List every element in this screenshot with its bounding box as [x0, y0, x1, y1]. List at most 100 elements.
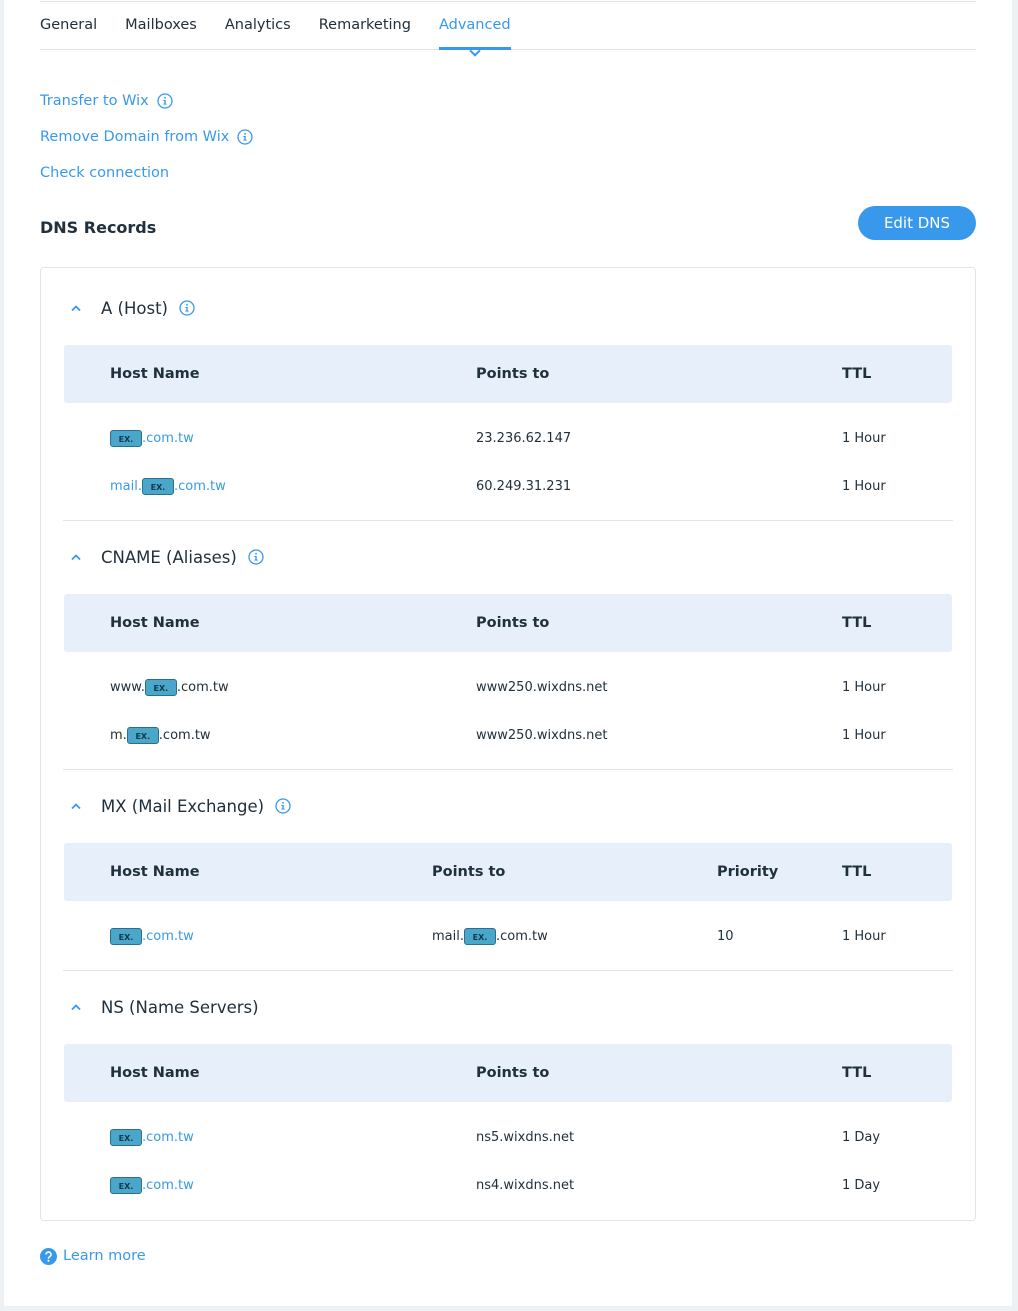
domain-suffix: .com.tw [174, 478, 226, 494]
cell: mail. EX. .com.tw [110, 477, 476, 495]
domain-badge: EX. [144, 678, 177, 696]
column-header: Points to [476, 615, 550, 631]
cell: ns5.wixdns.net [476, 1130, 842, 1145]
table-row: EX. .com.tw ns4.wixdns.net 1 Day [64, 1161, 952, 1209]
action-link: Remove Domain from Wix [40, 125, 253, 161]
domain-suffix: .com.tw [142, 1177, 194, 1193]
cell: EX. .com.tw [110, 429, 476, 447]
tab[interactable]: Analytics [224, 17, 291, 33]
column-header: TTL [842, 366, 872, 382]
cell-text: 1 Hour [842, 430, 886, 446]
domain-suffix: .com.tw [158, 727, 211, 743]
section-title: NS (Name Servers) [101, 997, 259, 1017]
domain-prefix: www. [110, 679, 145, 695]
domain-badge: EX. [142, 477, 174, 495]
info-icon[interactable] [237, 129, 253, 145]
link-text[interactable]: Check connection [40, 165, 170, 181]
domain-prefix: mail. [110, 478, 142, 494]
column-header: TTL [842, 864, 872, 880]
tab[interactable]: Remarketing [318, 17, 411, 33]
table-row: EX. .com.tw mail. EX. .com.tw 10 1 Hour [64, 912, 952, 960]
column-header: Host Name [110, 1065, 200, 1081]
cell-text: 1 Day [842, 1177, 881, 1193]
cell: 23.236.62.147 [476, 431, 842, 446]
section-header: MX (Mail Exchange) [63, 794, 953, 818]
cell: www250.wixdns.net [476, 728, 842, 743]
collapse-chevron[interactable] [70, 802, 82, 810]
cell: 1 Hour [842, 479, 952, 494]
domain-badge: EX. [110, 429, 142, 447]
info-icon[interactable] [157, 93, 173, 109]
domain-suffix: .com.tw [142, 430, 194, 446]
column-header: Host Name [110, 366, 200, 382]
column-header: TTL [842, 1065, 872, 1081]
dns-sections: A (Host) Host Name Points to TTL EX. .com.tw 2… [41, 268, 975, 1219]
cell: mail. EX. .com.tw [432, 927, 717, 945]
table-header: Host Name Points to Priority TTL [64, 843, 952, 901]
column-header: TTL [842, 615, 872, 631]
domain-badge: EX. [110, 927, 142, 945]
column-header: Points to [476, 1065, 550, 1081]
cell: 1 Hour [842, 431, 952, 446]
record-section: CNAME (Aliases) Host Name Points to TTL www.… [63, 545, 953, 770]
cell-text: 23.236.62.147 [476, 430, 572, 446]
cell: www. EX. .com.tw [110, 678, 476, 696]
cell: www250.wixdns.net [476, 680, 842, 695]
section-header: A (Host) [63, 296, 953, 320]
link-text[interactable]: Transfer to Wix [40, 93, 149, 109]
cell-text: 10 [717, 928, 734, 944]
cell: 1 Hour [842, 680, 952, 695]
action-links: Transfer to Wix Remove Domain from Wix Che… [40, 89, 253, 197]
cell: EX. .com.tw [110, 1128, 476, 1146]
column-header: Priority [717, 864, 779, 880]
link-text[interactable]: Remove Domain from Wix [40, 129, 230, 145]
domain-badge: EX. [464, 927, 496, 945]
record-section: NS (Name Servers) Host Name Points to TTL EX… [63, 995, 953, 1219]
dns-title: DNS Records [40, 218, 157, 237]
cell-text: 1 Hour [842, 727, 886, 743]
tab[interactable]: Mailboxes [125, 17, 197, 33]
section-title: MX (Mail Exchange) [101, 796, 265, 816]
cell-text: 1 Hour [842, 928, 886, 944]
learn-more-text[interactable]: Learn more [63, 1248, 146, 1264]
info-icon[interactable] [275, 798, 291, 814]
table-row: EX. .com.tw 23.236.62.147 1 Hour [64, 414, 952, 462]
section-header: NS (Name Servers) [63, 995, 953, 1019]
cell: 1 Day [842, 1130, 952, 1145]
cell: 1 Hour [842, 929, 952, 944]
collapse-chevron[interactable] [70, 304, 82, 312]
learn-more[interactable]: Learn more [40, 1244, 146, 1268]
section-title: CNAME (Aliases) [101, 547, 237, 567]
table-row: www. EX. .com.tw www250.wixdns.net 1 Hour [64, 663, 952, 711]
domain-prefix: mail. [432, 928, 464, 944]
collapse-chevron[interactable] [70, 1003, 82, 1011]
tab[interactable]: General [40, 17, 98, 33]
cell-text: 60.249.31.231 [476, 478, 572, 494]
info-icon[interactable] [248, 549, 264, 565]
column-header: Points to [432, 864, 506, 880]
table-header: Host Name Points to TTL [64, 345, 952, 403]
cell: EX. .com.tw [110, 1176, 476, 1194]
info-icon[interactable] [179, 300, 195, 316]
collapse-chevron[interactable] [70, 553, 82, 561]
table-row: mail. EX. .com.tw 60.249.31.231 1 Hour [64, 462, 952, 510]
column-header: Host Name [110, 615, 200, 631]
cell: ns4.wixdns.net [476, 1178, 842, 1193]
cell-text: www250.wixdns.net [476, 727, 608, 743]
action-link: Check connection [40, 161, 253, 197]
cell: 10 [717, 929, 842, 944]
cell-text: www250.wixdns.net [476, 679, 608, 695]
tab[interactable]: Advanced [438, 2, 511, 50]
cell: 1 Day [842, 1178, 952, 1193]
table-row: m. EX. .com.tw www250.wixdns.net 1 Hour [64, 711, 952, 759]
column-header: Points to [476, 366, 550, 382]
cell: m. EX. .com.tw [110, 726, 476, 744]
section-header: CNAME (Aliases) [63, 545, 953, 569]
edit-dns-button[interactable]: Edit DNS [858, 206, 976, 240]
cell-text: ns4.wixdns.net [476, 1177, 575, 1193]
domain-badge: EX. [110, 1176, 142, 1194]
record-section: MX (Mail Exchange) Host Name Points to Prio… [63, 794, 953, 971]
cell: EX. .com.tw [110, 927, 432, 945]
tab-bar: General Mailboxes Analytics Remarketing Adva… [40, 1, 976, 50]
